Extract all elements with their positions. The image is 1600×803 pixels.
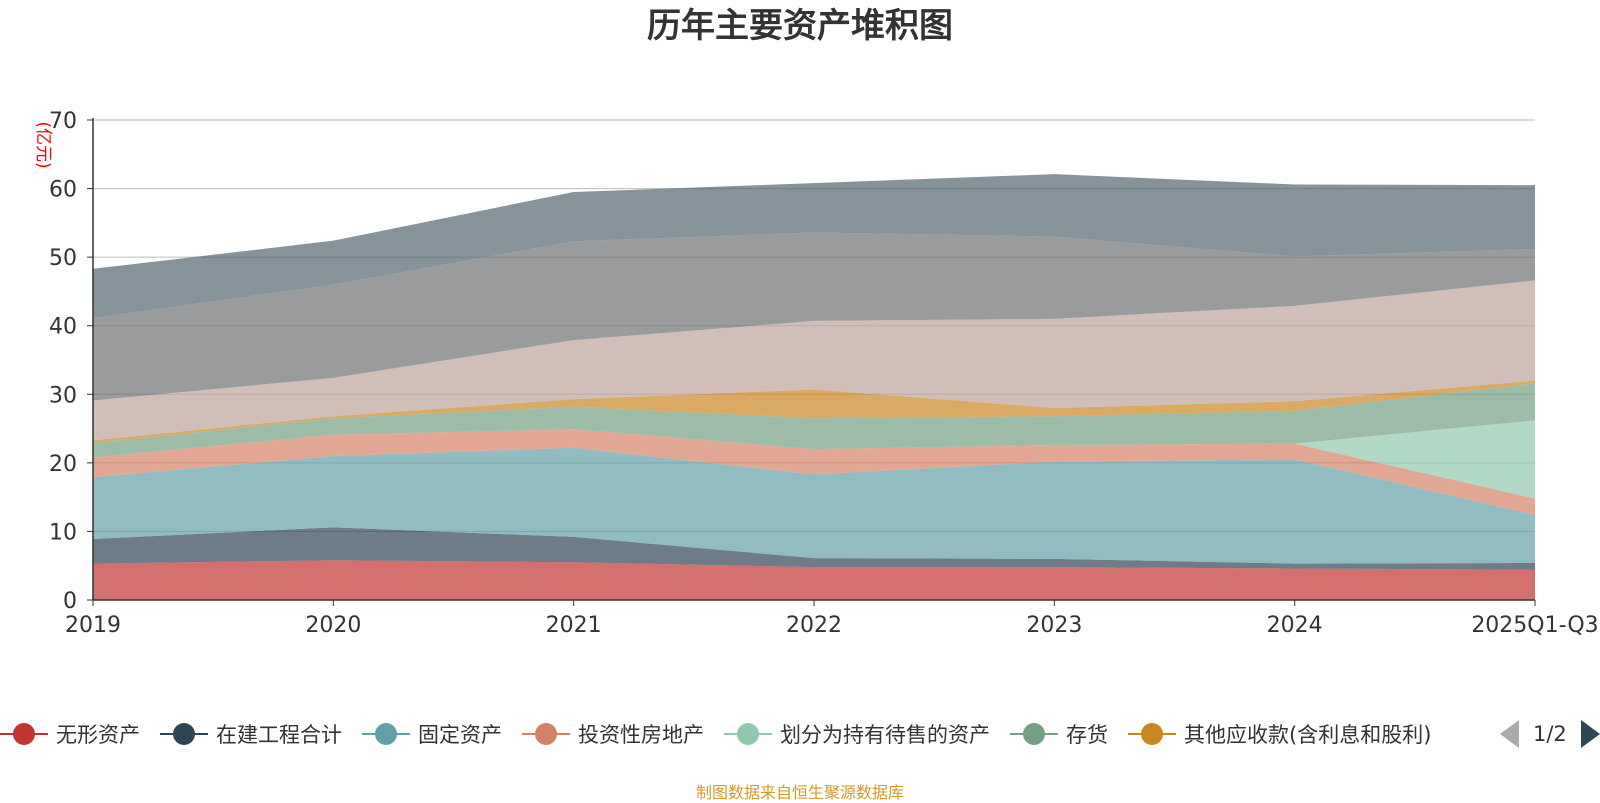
area-series[interactable] [93,429,1535,515]
axes: 0 10 20 30 40 50 60 70 2019 2020 2021 2022 2023 2024 2… [49,109,1599,638]
legend-item[interactable]: 在建工程合计 [160,719,342,749]
legend-marker-icon [160,722,208,746]
legend-label: 固定资产 [418,723,502,747]
legend-marker-icon [724,722,772,746]
legend-next-page-icon[interactable] [1580,720,1600,748]
legend-row: 无形资产 在建工程合计 固定资产 投资性房地产 划分为持有待售的资产 存货 其他应收款(含利… [0,718,1457,750]
area-series[interactable] [93,174,1535,319]
area-series-group [93,174,1535,600]
stacked-area-chart: 历年主要资产堆积图 (亿元) 0 10 20 30 40 50 60 70 2019 2020 20… [33,6,1599,638]
y-tick-label: 70 [49,109,77,134]
y-axis-label: (亿元) [33,121,53,168]
x-tick-label: 2025Q1-Q3 [1471,613,1598,638]
legend-label: 投资性房地产 [578,723,704,747]
y-tick-label: 10 [49,520,77,545]
legend-item[interactable]: 划分为持有待售的资产 [724,719,990,749]
area-series[interactable] [93,560,1535,600]
legend-label: 存货 [1066,723,1108,747]
area-series[interactable] [93,383,1535,458]
x-tick-label: 2022 [786,613,842,638]
legend-item[interactable]: 无形资产 [0,719,140,749]
legend-label: 划分为持有待售的资产 [780,723,990,747]
legend-pager: 1/2 [1500,718,1600,750]
area-series[interactable] [93,280,1535,441]
x-tick-label: 2020 [305,613,361,638]
legend-marker-icon [362,722,410,746]
legend-prev-page-icon[interactable] [1500,720,1519,748]
legend-label: 无形资产 [56,723,140,747]
chart-title: 历年主要资产堆积图 [647,6,953,46]
legend-label: 其他应收款(含利息和股利) [1184,723,1432,747]
y-tick-label: 50 [49,246,77,271]
area-series[interactable] [93,232,1535,401]
y-tick-label: 60 [49,178,77,203]
area-series[interactable] [93,380,1535,443]
area-series[interactable] [93,447,1535,564]
x-tick-label: 2021 [546,613,602,638]
legend: 无形资产 在建工程合计 固定资产 投资性房地产 划分为持有待售的资产 存货 其他应收款(含利… [0,718,1457,750]
legend-marker-icon [0,722,48,746]
legend-item[interactable]: 其他应收款(含利息和股利) [1128,719,1431,749]
y-tick-label: 20 [49,452,77,477]
legend-item[interactable]: 固定资产 [362,719,502,749]
y-tick-label: 30 [49,383,77,408]
area-series[interactable] [93,527,1535,570]
legend-item[interactable]: 存货 [1010,719,1108,749]
data-source-note: 制图数据来自恒生聚源数据库 [695,783,904,802]
legend-label: 在建工程合计 [216,723,342,747]
x-tick-label: 2024 [1267,613,1323,638]
legend-page-indicator: 1/2 [1533,722,1567,746]
legend-marker-icon [1010,722,1058,746]
x-tick-label: 2019 [65,613,121,638]
legend-item[interactable]: 投资性房地产 [522,719,704,749]
y-tick-label: 0 [63,589,77,614]
x-tick-label: 2023 [1026,613,1082,638]
legend-marker-icon [1128,722,1176,746]
y-tick-label: 40 [49,315,77,340]
legend-marker-icon [522,722,570,746]
